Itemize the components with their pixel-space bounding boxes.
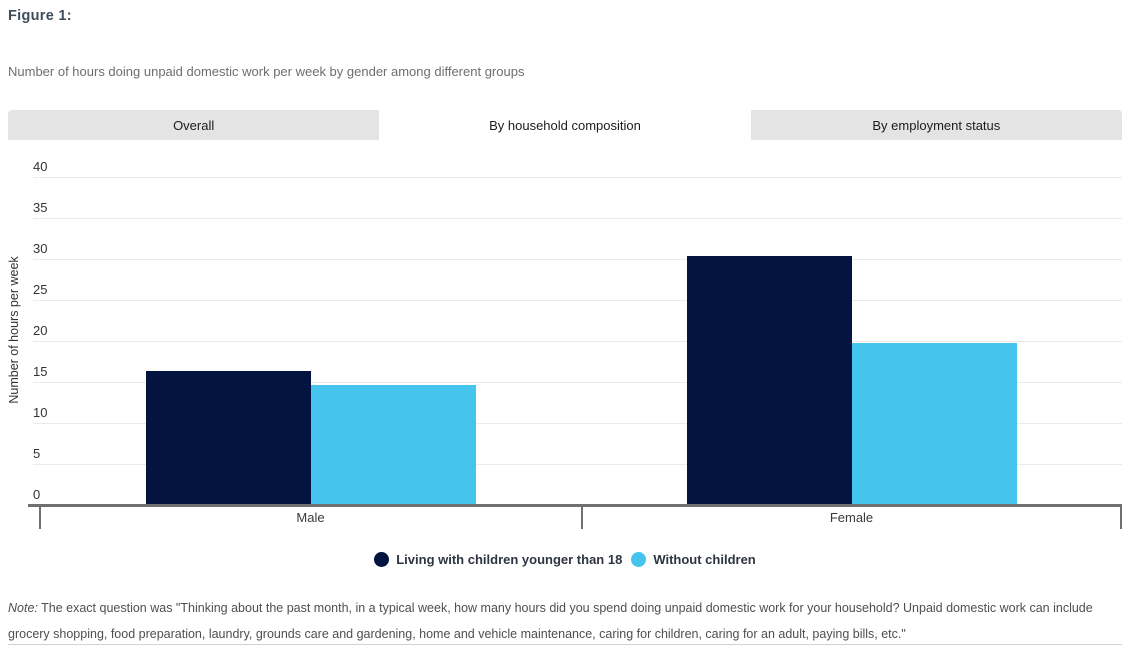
y-tick-label: 20 bbox=[33, 323, 48, 338]
y-gridline bbox=[33, 177, 1122, 178]
x-axis-tick bbox=[581, 504, 583, 529]
category-cell-male bbox=[40, 160, 581, 506]
note-text: Note: The exact question was "Thinking a… bbox=[8, 595, 1120, 647]
legend-circle-icon bbox=[631, 552, 647, 567]
category-cell-female bbox=[581, 160, 1122, 506]
plot-area: 0 5 10 15 20 25 30 35 40 bbox=[33, 159, 1122, 506]
legend-item-without-children[interactable]: Without children bbox=[631, 552, 756, 567]
y-tick-label: 35 bbox=[33, 200, 48, 215]
figure-label: Figure 1: bbox=[8, 8, 72, 24]
y-tick-label: 15 bbox=[33, 364, 48, 379]
tab-by-employment-status[interactable]: By employment status bbox=[750, 110, 1122, 140]
y-tick-label: 30 bbox=[33, 241, 48, 256]
x-category-label-male: Male bbox=[296, 510, 325, 525]
bottom-divider bbox=[8, 644, 1122, 645]
bar-male-without-children[interactable] bbox=[310, 384, 476, 506]
y-gridline bbox=[33, 218, 1122, 219]
legend-label: Living with children younger than 18 bbox=[396, 552, 623, 567]
note-body: The exact question was "Thinking about t… bbox=[8, 601, 1093, 641]
y-tick-label: 0 bbox=[33, 487, 41, 502]
bar-male-living-with-children-younger-than-18[interactable] bbox=[145, 370, 311, 506]
y-gridline bbox=[33, 259, 1122, 260]
x-axis-tick bbox=[1120, 504, 1122, 529]
y-tick-label: 10 bbox=[33, 405, 48, 420]
chart-legend: Living with children younger than 18 With… bbox=[0, 552, 1130, 567]
legend-circle-icon bbox=[374, 552, 390, 567]
tab-by-household-composition[interactable]: By household composition bbox=[379, 107, 751, 144]
y-tick-label: 25 bbox=[33, 282, 48, 297]
legend-item-living-with-children-younger-than-18[interactable]: Living with children younger than 18 bbox=[374, 552, 622, 567]
y-tick-label: 5 bbox=[33, 446, 41, 461]
x-axis-line bbox=[28, 504, 1122, 507]
y-tick-label: 40 bbox=[33, 159, 48, 174]
legend-label: Without children bbox=[653, 552, 756, 567]
y-axis-title: Number of hours per week bbox=[7, 256, 21, 404]
bar-female-living-with-children-younger-than-18[interactable] bbox=[686, 255, 852, 506]
y-gridline bbox=[33, 300, 1122, 301]
y-gridline bbox=[33, 382, 1122, 383]
y-gridline bbox=[33, 341, 1122, 342]
chart-tabbar: Overall By household composition By empl… bbox=[8, 107, 1122, 144]
y-gridline bbox=[33, 464, 1122, 465]
y-gridline bbox=[33, 423, 1122, 424]
x-axis-tick bbox=[39, 504, 41, 529]
note-prefix: Note: bbox=[8, 601, 38, 615]
bar-female-without-children[interactable] bbox=[851, 342, 1017, 506]
chart-subtitle: Number of hours doing unpaid domestic wo… bbox=[8, 64, 525, 79]
x-category-label-female: Female bbox=[829, 510, 874, 525]
tab-overall[interactable]: Overall bbox=[8, 110, 380, 140]
